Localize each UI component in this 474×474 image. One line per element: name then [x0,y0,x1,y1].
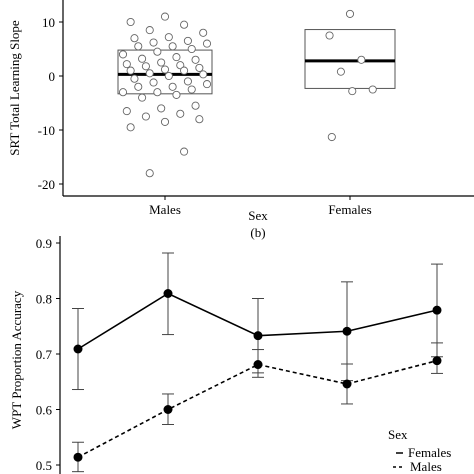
point-males [141,112,150,121]
point-females [325,31,334,40]
point-males [126,123,135,132]
bottom-series-group [72,252,443,473]
point-males [168,82,177,91]
point-males [157,104,166,113]
panel-bottom-line-chart: WPT Proportion Accuracy 0.50.60.70.80.9 … [9,236,451,474]
point-females [336,67,345,76]
legend-label-males: Males [410,459,442,474]
legend: Sex Females Males [388,427,451,474]
point-females [253,331,263,341]
top-y-tick-label: 0 [49,69,56,84]
top-y-tick-label: 10 [42,15,55,30]
point-males [176,61,185,70]
point-males [160,12,170,21]
point-males [118,50,128,59]
point-males [187,85,196,94]
top-x-axis-label: Sex [248,208,268,223]
point-males [126,66,135,75]
point-males [202,80,212,89]
point-males [145,169,154,178]
point-males [180,66,189,75]
point-males [153,47,162,56]
box-females [304,29,396,89]
bottom-y-tick-group: 0.5 0.6 0.7 0.8 0.9 [36,236,60,473]
bottom-y-tick-label: 0.7 [36,347,53,362]
point-males [122,60,131,69]
box-males [117,49,213,95]
top-y-tick-label: -10 [38,123,55,138]
point-males [180,20,189,29]
point-males [199,70,208,79]
point-males [138,93,147,102]
point-males [164,33,173,42]
point-males [130,34,139,43]
point-males [134,42,143,51]
point-males [118,88,128,97]
point-males [432,356,442,366]
point-males [163,405,173,414]
point-males [180,147,189,156]
point-males [153,88,162,97]
top-x-tick-label: Females [328,202,371,217]
point-males [141,62,150,71]
panel-top-strip-plot: SRT Total Learning Slope -20 -10 0 10 Males… [7,0,474,240]
bottom-y-tick-label: 0.9 [36,236,52,251]
top-box-group [117,29,396,95]
top-y-tick-group: -20 -10 0 10 [38,15,63,192]
point-males [134,82,143,91]
point-males [149,78,158,87]
panel-label-b: (b) [250,225,265,240]
point-males [183,77,192,86]
point-males [138,54,147,63]
point-females [342,326,352,336]
point-males [342,379,352,389]
point-males [202,39,212,48]
point-males [172,90,181,99]
point-males [199,28,208,37]
point-females [357,55,366,64]
point-males [160,65,170,74]
point-females [345,9,355,18]
point-females [327,132,336,142]
point-females [368,85,377,94]
point-males [145,69,154,78]
point-males [168,42,177,51]
top-y-tick-label: -20 [38,177,55,192]
point-males [149,38,158,47]
point-males [172,53,181,62]
point-males [253,360,263,370]
point-males [191,101,200,110]
point-females [348,87,357,96]
bottom-y-axis-label: WPT Proportion Accuracy [9,290,24,429]
top-x-tick-group: Males Females [149,196,372,217]
point-males [73,452,83,462]
point-males [164,71,173,81]
point-males [130,74,139,83]
point-males [145,26,154,35]
bottom-y-tick-label: 0.8 [36,292,52,307]
point-females [73,344,83,354]
legend-title: Sex [388,427,408,442]
bottom-y-tick-label: 0.5 [36,458,52,473]
series-line-males [77,359,438,458]
top-y-axis-label: SRT Total Learning Slope [7,20,22,156]
point-females [432,305,442,315]
point-males [126,17,135,27]
point-males [195,63,204,72]
top-points-group [118,9,377,178]
top-x-tick-label: Males [149,202,181,217]
point-males [183,36,192,45]
point-males [160,117,170,126]
point-females [163,289,173,299]
bottom-y-tick-label: 0.6 [36,403,53,418]
point-males [195,115,204,124]
point-males [191,55,200,64]
point-males [187,44,196,54]
point-males [122,107,131,116]
point-males [157,58,166,67]
point-males [176,109,185,118]
legend-label-females: Females [408,445,451,460]
